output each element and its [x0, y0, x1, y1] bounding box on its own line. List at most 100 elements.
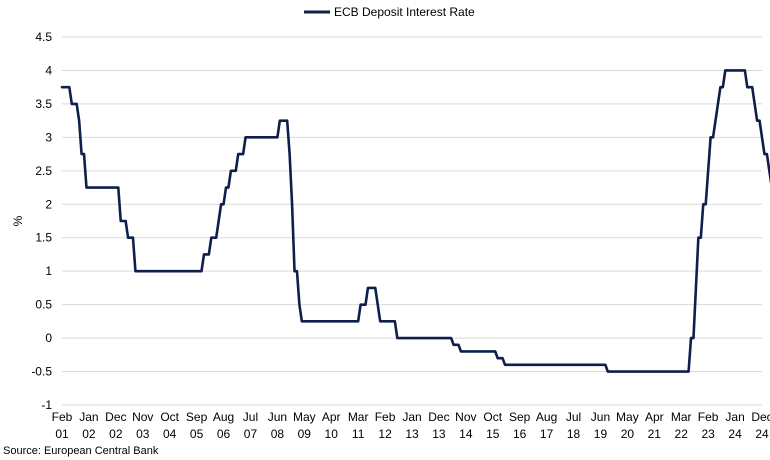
- x-tick-year: 22: [675, 427, 689, 441]
- x-tick-year: 11: [352, 427, 365, 441]
- x-tick-month: Jan: [79, 410, 98, 424]
- x-tick-year: 01: [55, 427, 69, 441]
- x-tick-year: 10: [325, 427, 339, 441]
- x-tick-label: Apr 10: [322, 410, 341, 441]
- x-tick-year: 09: [298, 427, 312, 441]
- x-tick-label: Mar 22: [671, 410, 692, 441]
- y-tick-label: 3.5: [35, 97, 52, 111]
- x-tick-label: Feb 23: [698, 410, 719, 441]
- y-tick-label: -1: [41, 398, 52, 412]
- x-tick-month: Oct: [160, 410, 179, 424]
- legend-label: ECB Deposit Interest Rate: [334, 5, 475, 19]
- x-tick-label: Oct 15: [483, 410, 502, 441]
- x-tick-year: 13: [405, 427, 419, 441]
- x-tick-month: Mar: [348, 410, 369, 424]
- x-tick-year: 24: [755, 427, 769, 441]
- x-tick-year: 06: [217, 427, 231, 441]
- x-tick-year: 24: [728, 427, 742, 441]
- x-tick-month: Sep: [186, 410, 208, 424]
- x-tick-year: 05: [190, 427, 204, 441]
- y-tick-label: 0.5: [35, 298, 52, 312]
- x-tick-year: 21: [648, 427, 662, 441]
- x-tick-label: Apr 21: [645, 410, 664, 441]
- x-tick-label: Jun 08: [268, 410, 287, 441]
- x-tick-label: Aug 06: [213, 410, 234, 441]
- x-tick-label: Nov 14: [455, 410, 476, 441]
- x-tick-year: 13: [432, 427, 446, 441]
- y-axis-tick-labels: 4.5 4 3.5 3 2.5 2 1.5 1 0.5 0 -0.5 -1: [31, 30, 52, 412]
- y-tick-label: 1.5: [35, 231, 52, 245]
- y-tick-label: 4.5: [35, 30, 52, 44]
- x-tick-year: 17: [540, 427, 554, 441]
- x-tick-label: Jan 02: [79, 410, 98, 441]
- x-tick-label: Aug 17: [536, 410, 557, 441]
- y-tick-label: 2: [45, 197, 52, 211]
- x-tick-label: May 09: [293, 410, 316, 441]
- x-tick-year: 18: [567, 427, 581, 441]
- x-tick-year: 14: [459, 427, 473, 441]
- x-tick-month: Dec: [105, 410, 126, 424]
- x-tick-label: Dec 24: [751, 410, 770, 441]
- x-tick-month: Jan: [725, 410, 744, 424]
- y-tick-label: -0.5: [31, 365, 52, 379]
- x-tick-month: Oct: [483, 410, 502, 424]
- series-lines: [60, 69, 770, 373]
- legend: ECB Deposit Interest Rate: [304, 5, 475, 19]
- x-tick-label: Dec 13: [428, 410, 449, 441]
- x-tick-label: Jun 19: [591, 410, 610, 441]
- y-axis-label: %: [11, 215, 25, 226]
- x-tick-month: Sep: [509, 410, 531, 424]
- x-tick-year: 15: [486, 427, 500, 441]
- x-tick-month: Feb: [52, 410, 73, 424]
- x-tick-month: Jun: [268, 410, 287, 424]
- x-tick-label: Sep 16: [509, 410, 531, 441]
- x-tick-label: Sep 05: [186, 410, 208, 441]
- x-tick-month: Dec: [751, 410, 770, 424]
- x-tick-label: Jul 07: [243, 410, 258, 441]
- x-tick-year: 04: [163, 427, 177, 441]
- y-tick-label: 0: [45, 331, 52, 345]
- x-tick-label: Oct 04: [160, 410, 179, 441]
- y-tick-label: 1: [45, 264, 52, 278]
- x-tick-month: Mar: [671, 410, 692, 424]
- x-tick-label: Feb 12: [375, 410, 396, 441]
- x-tick-label: May 20: [616, 410, 639, 441]
- x-tick-label: Nov 03: [132, 410, 153, 441]
- y-tick-label: 2.5: [35, 164, 52, 178]
- x-tick-label: Dec 02: [105, 410, 126, 441]
- y-tick-label: 3: [45, 130, 52, 144]
- x-tick-month: May: [616, 410, 639, 424]
- x-tick-month: Feb: [698, 410, 719, 424]
- x-tick-year: 02: [109, 427, 123, 441]
- x-tick-month: Aug: [536, 410, 557, 424]
- source-note: Source: European Central Bank: [3, 445, 159, 457]
- x-tick-month: Jul: [566, 410, 581, 424]
- x-tick-label: Mar 11: [348, 410, 369, 441]
- x-tick-month: Jul: [243, 410, 258, 424]
- x-tick-year: 16: [513, 427, 527, 441]
- x-tick-month: May: [293, 410, 316, 424]
- x-tick-month: Nov: [132, 410, 153, 424]
- x-tick-year: 12: [378, 427, 392, 441]
- x-tick-year: 02: [82, 427, 96, 441]
- x-tick-year: 20: [621, 427, 635, 441]
- x-tick-year: 19: [594, 427, 608, 441]
- x-tick-month: Apr: [645, 410, 664, 424]
- gridlines: [62, 36, 762, 406]
- x-tick-label: Jan 13: [402, 410, 421, 441]
- y-tick-label: 4: [45, 63, 52, 77]
- x-tick-year: 07: [244, 427, 258, 441]
- x-tick-year: 23: [701, 427, 715, 441]
- x-tick-month: Jun: [591, 410, 610, 424]
- x-tick-month: Apr: [322, 410, 341, 424]
- x-axis-tick-labels: Feb 01 Jan 02 Dec 02 Nov 03 Oct 04 Sep 05 Aug 06 Jul 07…: [52, 410, 770, 441]
- x-tick-month: Feb: [375, 410, 396, 424]
- x-tick-year: 03: [136, 427, 150, 441]
- x-tick-month: Dec: [428, 410, 449, 424]
- x-tick-month: Aug: [213, 410, 234, 424]
- series-line: [60, 69, 770, 373]
- x-tick-month: Jan: [402, 410, 421, 424]
- x-tick-label: Jan 24: [725, 410, 744, 441]
- x-tick-year: 08: [271, 427, 285, 441]
